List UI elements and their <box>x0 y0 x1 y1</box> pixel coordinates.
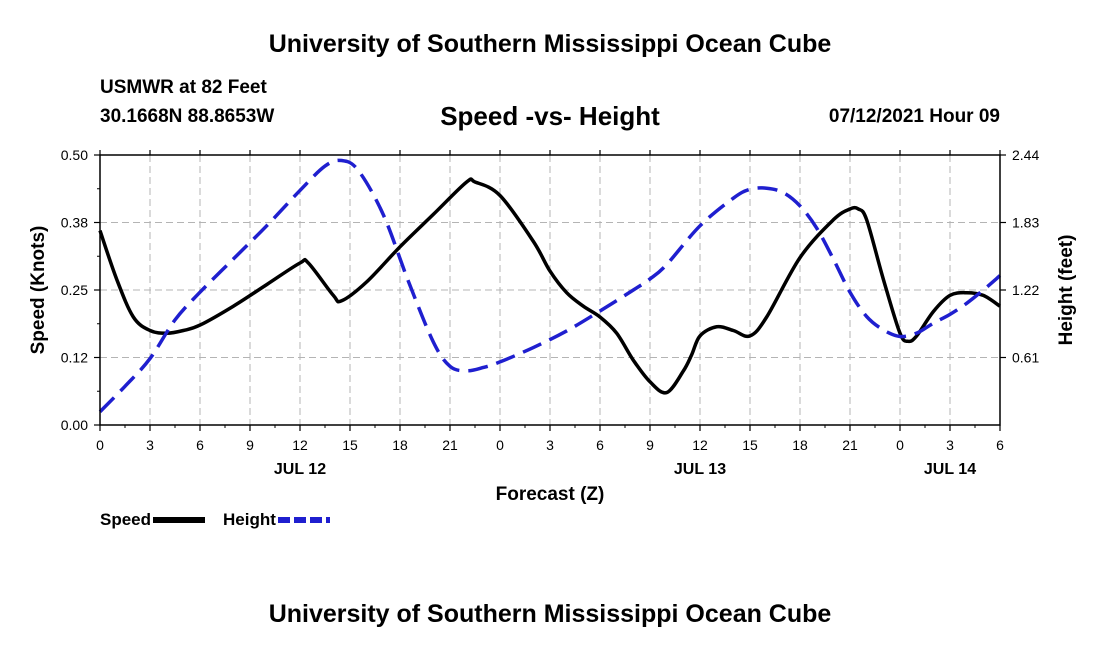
grid-lines <box>100 155 1000 425</box>
x-tick-label: 15 <box>342 437 358 453</box>
station-label: USMWR at 82 Feet <box>100 77 267 98</box>
legend-speed-swatch <box>153 517 206 523</box>
series-layer <box>98 158 1002 413</box>
x-tick-label: 9 <box>246 437 254 453</box>
station-coordinates: 30.1668N 88.8653W <box>100 106 275 127</box>
x-tick-label: 6 <box>596 437 604 453</box>
series-line-speed <box>98 177 1001 395</box>
date-label: JUL 13 <box>674 461 726 478</box>
y-tick-label: 0.38 <box>61 215 88 231</box>
footer-title: University of Southern Mississippi Ocean… <box>268 600 832 628</box>
x-tick-label: 3 <box>146 437 154 453</box>
forecast-run-time: 07/12/2021 Hour 09 <box>828 106 1000 127</box>
page-title: University of Southern Mississippi Ocean… <box>268 30 832 58</box>
y-tick-label: 0.12 <box>61 350 88 366</box>
y-axis-title: Speed (Knots) <box>28 226 49 355</box>
y2-tick-label: 1.83 <box>1012 215 1039 231</box>
series-line-height <box>98 158 1002 413</box>
x-axis-title: Forecast (Z) <box>496 484 605 505</box>
x-tick-label: 0 <box>496 437 504 453</box>
y2-tick-label: 2.44 <box>1012 147 1039 163</box>
x-tick-label: 12 <box>292 437 308 453</box>
x-tick-label: 0 <box>96 437 104 453</box>
chart-title: Speed -vs- Height <box>440 101 660 131</box>
legend-height-label: Height <box>223 510 276 529</box>
y-tick-label: 0.50 <box>61 147 88 163</box>
x-tick-label: 6 <box>996 437 1004 453</box>
x-tick-label: 21 <box>442 437 458 453</box>
y-tick-label: 0.25 <box>61 282 88 298</box>
y2-tick-label: 1.22 <box>1012 282 1039 298</box>
date-label: JUL 14 <box>924 461 976 478</box>
x-tick-label: 21 <box>842 437 858 453</box>
x-tick-label: 12 <box>692 437 708 453</box>
x-tick-label: 3 <box>946 437 954 453</box>
x-tick-label: 18 <box>392 437 408 453</box>
legend-height-swatch <box>277 517 330 523</box>
chart-legend: Speed Height <box>100 510 348 530</box>
date-label: JUL 12 <box>274 461 326 478</box>
y2-tick-label: 0.61 <box>1012 350 1039 366</box>
x-tick-label: 6 <box>196 437 204 453</box>
axes: 0 3 6 9 12 15 18 21 0 3 6 9 12 15 18 21 0 3 6 0.00 0.12 0.25 0… <box>28 147 1077 505</box>
x-tick-label: 18 <box>792 437 808 453</box>
x-tick-label: 0 <box>896 437 904 453</box>
x-tick-label: 3 <box>546 437 554 453</box>
x-tick-label: 15 <box>742 437 758 453</box>
y-tick-label: 0.00 <box>61 417 88 433</box>
x-tick-label: 9 <box>646 437 654 453</box>
y2-axis-title: Height (feet) <box>1056 235 1077 346</box>
legend-speed-label: Speed <box>100 510 152 529</box>
